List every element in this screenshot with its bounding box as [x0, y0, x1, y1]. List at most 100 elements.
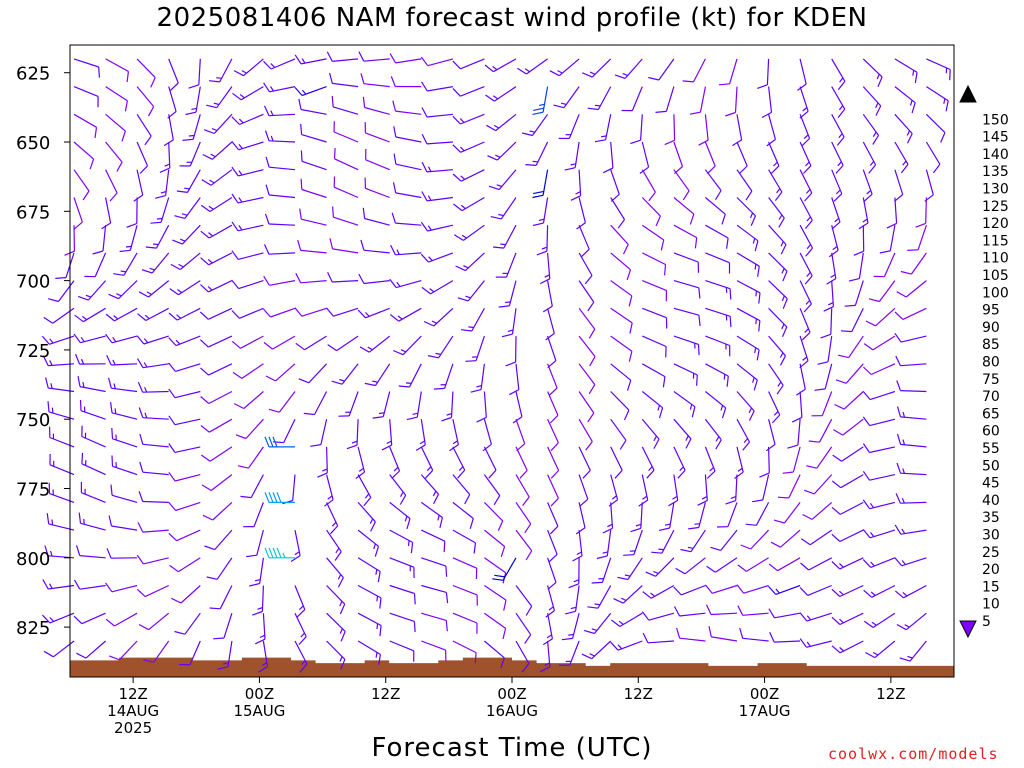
barb-feather	[689, 213, 695, 225]
wind-barb	[329, 238, 359, 254]
barb-feather	[326, 307, 334, 317]
wind-barb	[398, 363, 422, 388]
wind-barb	[168, 529, 201, 542]
barb-feather	[622, 244, 629, 255]
barb-half-feather	[399, 491, 404, 497]
barb-half-feather	[144, 412, 148, 419]
wind-barb	[179, 141, 201, 167]
barb-half-feather	[300, 632, 305, 638]
barb-half-feather	[339, 601, 343, 607]
plot-background	[70, 45, 954, 677]
wind-barb	[673, 224, 698, 249]
barb-feather	[168, 443, 176, 453]
wind-barb	[759, 446, 770, 478]
barb-staff	[900, 529, 927, 535]
barb-half-feather	[838, 590, 844, 596]
wind-barb	[791, 391, 803, 423]
barb-feather	[519, 469, 528, 479]
wind-barb	[452, 557, 478, 580]
barb-staff	[750, 529, 770, 550]
wind-barb	[768, 141, 780, 174]
wind-barb	[578, 391, 595, 423]
wind-barb	[365, 148, 390, 171]
barb-staff	[495, 113, 517, 132]
barb-feather	[587, 412, 595, 423]
barb-feather	[445, 592, 449, 604]
barb-feather	[206, 104, 217, 109]
barb-feather	[787, 444, 799, 449]
barb-half-feather	[570, 163, 576, 166]
wind-barb	[133, 169, 144, 202]
barb-staff	[547, 529, 558, 555]
barb-half-feather	[805, 188, 811, 194]
colorbar-label: 20	[982, 562, 1000, 578]
wind-barb	[200, 390, 233, 405]
barb-staff	[262, 613, 266, 640]
barb-feather	[645, 571, 656, 577]
barb-staff	[301, 86, 327, 97]
barb-staff	[673, 418, 692, 440]
wind-barb	[641, 224, 665, 251]
wind-barb	[532, 197, 549, 227]
barb-feather	[232, 371, 243, 379]
barb-feather	[837, 80, 846, 91]
wind-barb	[297, 239, 327, 254]
wind-barb	[452, 58, 485, 70]
wind-barb	[894, 86, 916, 114]
barb-staff	[640, 502, 643, 529]
barb-staff	[503, 224, 517, 249]
barb-staff	[704, 474, 708, 501]
barb-feather	[748, 410, 755, 421]
barb-feather	[725, 500, 736, 505]
barb-staff	[304, 335, 327, 351]
barb-staff	[878, 280, 896, 302]
barb-feather	[834, 403, 845, 410]
barb-half-feather	[270, 135, 274, 142]
wind-barb	[420, 474, 440, 505]
wind-barb	[217, 640, 233, 670]
barb-feather	[374, 546, 380, 557]
barb-feather	[362, 96, 366, 108]
wind-barb	[862, 58, 883, 88]
wind-barb	[233, 391, 264, 410]
wind-barb	[421, 161, 453, 173]
barb-feather	[443, 541, 446, 553]
barb-half-feather	[907, 655, 913, 659]
wind-barb	[249, 557, 264, 587]
wind-barb	[613, 585, 643, 604]
barb-staff	[395, 58, 422, 64]
wind-barb	[389, 529, 414, 554]
barb-half-feather	[828, 302, 834, 306]
wind-barb	[324, 474, 334, 507]
wind-barb	[736, 584, 769, 594]
wind-barb	[294, 307, 327, 317]
barb-feather	[498, 305, 510, 308]
barb-staff	[547, 363, 558, 389]
wind-barb	[547, 529, 558, 563]
barb-feather	[521, 132, 533, 137]
wind-barb	[704, 446, 716, 479]
wind-barb	[840, 308, 864, 333]
wind-barb	[452, 446, 466, 479]
wind-barb	[168, 307, 201, 321]
barb-staff	[300, 108, 327, 115]
wind-barb	[455, 252, 485, 272]
barb-feather	[290, 555, 301, 563]
wind-barb	[895, 493, 927, 504]
barb-staff	[742, 637, 769, 642]
barb-half-feather	[270, 86, 274, 92]
barb-feather	[900, 270, 912, 275]
wind-barb	[831, 501, 864, 515]
barb-staff	[416, 391, 422, 418]
barb-staff	[374, 363, 391, 386]
barb-staff	[574, 141, 580, 168]
wind-barb	[484, 529, 506, 557]
barb-staff	[839, 557, 864, 570]
barb-staff	[243, 391, 264, 409]
barb-half-feather	[80, 336, 85, 343]
barb-staff	[148, 280, 170, 298]
barb-half-feather	[207, 286, 213, 291]
barb-feather	[105, 582, 113, 593]
wind-barb	[558, 640, 580, 666]
barb-feather	[46, 513, 50, 524]
